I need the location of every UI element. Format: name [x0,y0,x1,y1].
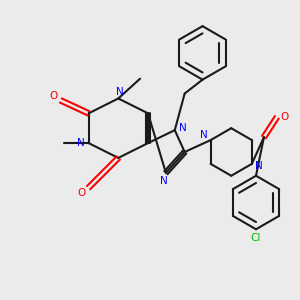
Text: O: O [77,188,86,198]
Text: N: N [116,86,124,97]
Text: N: N [160,176,168,186]
Text: O: O [50,91,58,100]
Text: N: N [179,123,187,133]
Text: N: N [77,138,85,148]
Text: O: O [280,112,289,122]
Text: Cl: Cl [251,233,261,243]
Text: N: N [200,130,208,140]
Text: N: N [255,161,262,171]
